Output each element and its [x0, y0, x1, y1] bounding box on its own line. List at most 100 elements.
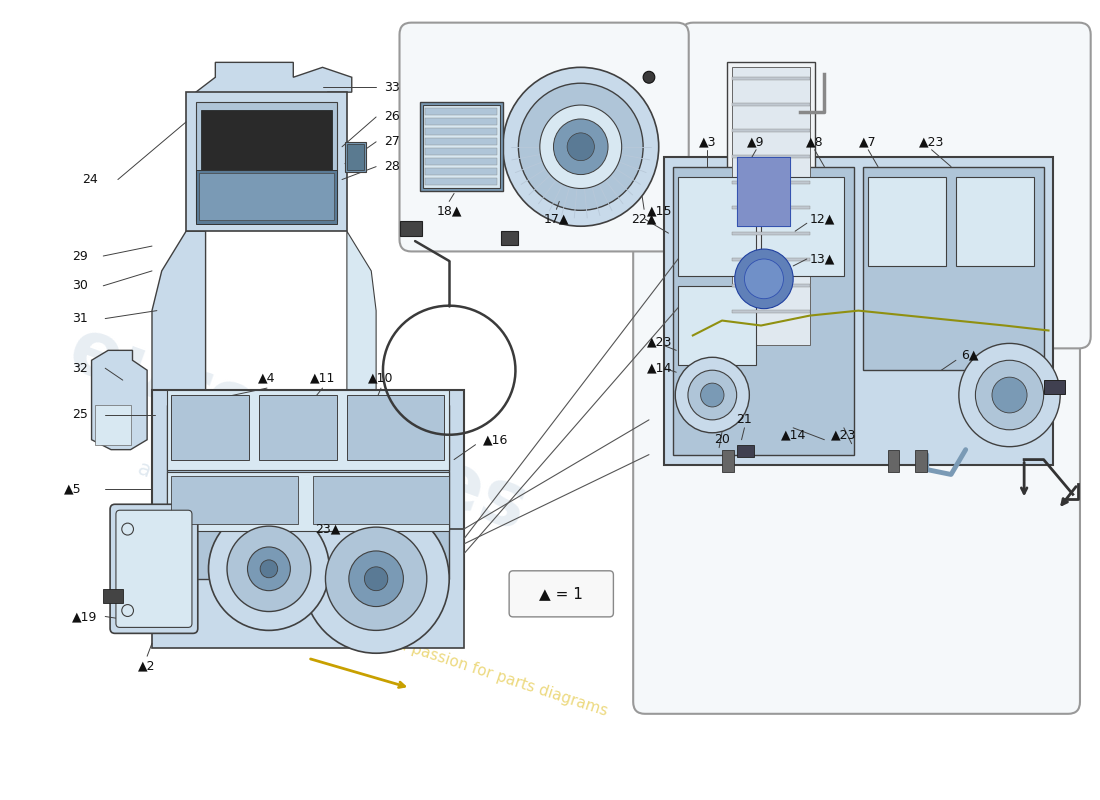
Circle shape — [735, 249, 793, 309]
Text: 21: 21 — [737, 414, 752, 426]
Circle shape — [976, 360, 1044, 430]
Bar — [732, 78, 810, 80]
Text: ▲4: ▲4 — [258, 372, 276, 385]
Text: ▲16: ▲16 — [483, 434, 508, 446]
Circle shape — [503, 67, 659, 226]
Polygon shape — [152, 231, 206, 450]
Bar — [425, 158, 497, 165]
Bar — [732, 206, 810, 210]
Bar — [172, 395, 250, 459]
Bar — [260, 395, 337, 459]
Text: ▲9: ▲9 — [747, 135, 764, 148]
Text: 31: 31 — [73, 312, 88, 325]
Bar — [732, 181, 810, 183]
Circle shape — [701, 383, 724, 407]
Circle shape — [122, 605, 133, 617]
Bar — [864, 166, 1044, 370]
Circle shape — [745, 259, 783, 298]
Bar — [1044, 380, 1065, 394]
Circle shape — [644, 71, 654, 83]
Text: 6▲: 6▲ — [960, 349, 978, 362]
Text: ▲ = 1: ▲ = 1 — [539, 586, 583, 602]
Bar — [425, 118, 497, 125]
Text: 17▲: 17▲ — [543, 213, 569, 226]
Text: ▲14: ▲14 — [647, 362, 672, 374]
Bar — [732, 154, 810, 158]
Bar — [425, 148, 497, 154]
Circle shape — [302, 504, 449, 654]
Text: 25: 25 — [73, 408, 88, 422]
Circle shape — [992, 377, 1027, 413]
FancyBboxPatch shape — [634, 90, 1080, 714]
Bar — [422, 105, 499, 189]
Bar — [312, 477, 449, 524]
Bar — [679, 286, 756, 366]
Bar — [166, 390, 449, 470]
Bar — [186, 92, 346, 231]
Bar — [737, 445, 755, 457]
Polygon shape — [196, 62, 352, 137]
Text: 30: 30 — [73, 279, 88, 292]
Bar — [420, 102, 503, 191]
Text: 23▲: 23▲ — [315, 522, 340, 535]
FancyBboxPatch shape — [399, 22, 689, 251]
Text: a passion for parts diagrams: a passion for parts diagrams — [690, 568, 881, 650]
Circle shape — [959, 343, 1060, 446]
Text: ▲23: ▲23 — [918, 135, 944, 148]
Bar — [732, 67, 810, 346]
Bar — [152, 390, 464, 589]
Text: 13▲: 13▲ — [810, 253, 835, 266]
Circle shape — [364, 567, 388, 590]
Text: ▲8: ▲8 — [806, 135, 824, 148]
Text: 32: 32 — [73, 362, 88, 374]
Text: a passion for parts diagrams: a passion for parts diagrams — [396, 637, 609, 719]
Bar — [196, 170, 337, 224]
Bar — [425, 138, 497, 145]
Text: 22▲: 22▲ — [631, 213, 657, 226]
Polygon shape — [346, 231, 376, 440]
Circle shape — [122, 523, 133, 535]
Bar — [915, 450, 926, 471]
Circle shape — [568, 133, 594, 161]
Text: ▲10: ▲10 — [368, 372, 394, 385]
Bar — [346, 144, 364, 170]
Circle shape — [248, 547, 290, 590]
FancyBboxPatch shape — [681, 22, 1091, 348]
Bar — [868, 177, 946, 266]
Bar — [500, 231, 518, 245]
Bar — [400, 222, 422, 236]
Circle shape — [326, 527, 427, 630]
Text: ▲19: ▲19 — [73, 610, 98, 623]
Text: ▲23: ▲23 — [832, 428, 857, 442]
Text: 28: 28 — [384, 160, 399, 173]
Bar — [346, 395, 444, 459]
Text: ▲2: ▲2 — [139, 660, 156, 673]
Bar — [732, 310, 810, 313]
Circle shape — [540, 105, 622, 189]
Bar — [345, 142, 366, 171]
Bar — [732, 232, 810, 235]
Text: 33: 33 — [384, 81, 399, 94]
Circle shape — [209, 507, 329, 630]
Text: ▲14: ▲14 — [781, 428, 806, 442]
Bar — [425, 128, 497, 135]
Bar — [199, 173, 334, 220]
Text: 27: 27 — [384, 135, 399, 148]
Bar — [888, 450, 900, 471]
Text: eurospares: eurospares — [642, 484, 948, 634]
Bar — [732, 284, 810, 286]
Text: ▲15: ▲15 — [647, 205, 672, 218]
FancyBboxPatch shape — [509, 571, 614, 617]
Bar — [663, 157, 1054, 465]
Bar — [425, 168, 497, 174]
Text: 29: 29 — [73, 250, 88, 262]
Bar — [200, 110, 332, 170]
Circle shape — [688, 370, 737, 420]
Bar — [732, 103, 810, 106]
Bar — [425, 178, 497, 185]
Circle shape — [675, 358, 749, 433]
Text: 26: 26 — [384, 110, 399, 123]
Circle shape — [261, 560, 277, 578]
Text: ▲11: ▲11 — [310, 372, 336, 385]
Text: ▲5: ▲5 — [64, 483, 81, 496]
